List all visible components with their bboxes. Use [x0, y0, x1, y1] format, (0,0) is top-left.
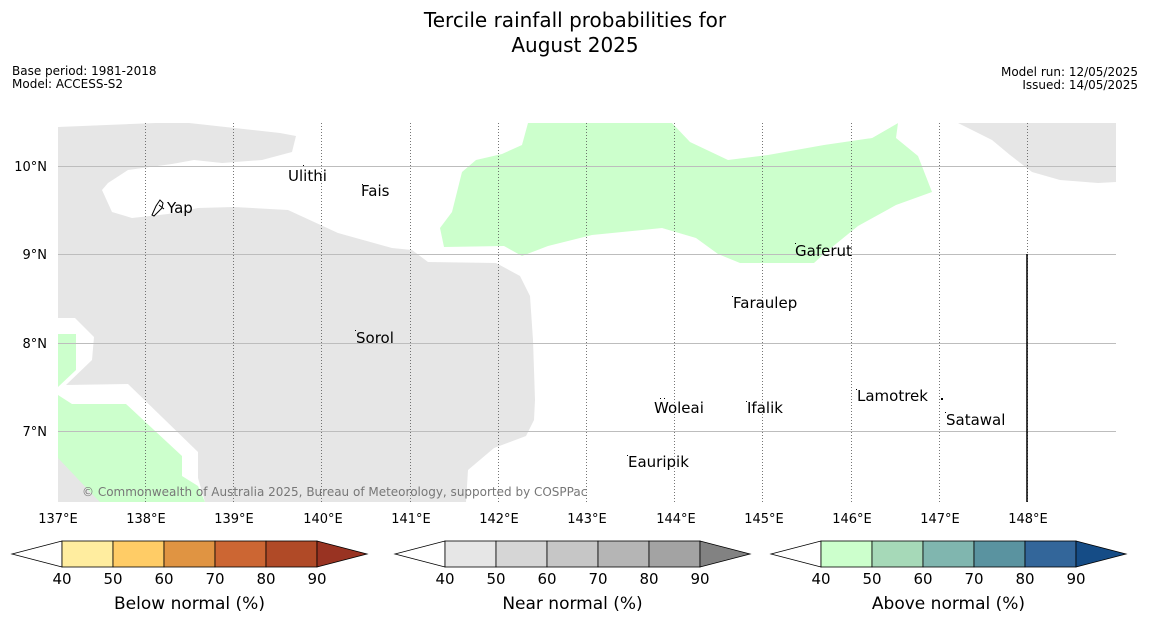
colorbar-near-label: Near normal (%)	[502, 594, 642, 614]
place-lamotrek: Lamotrek	[857, 387, 928, 405]
title-line-1: Tercile rainfall probabilities for	[423, 8, 727, 32]
lon-label-143e: 143°E	[567, 512, 607, 527]
colorbar-above-tick: 70	[964, 570, 983, 588]
lon-label-144e: 144°E	[656, 512, 696, 527]
colorbar-below-label: Below normal (%)	[114, 594, 265, 614]
lat-label-8n: 8°N	[23, 337, 48, 352]
colorbar-near-tick: 60	[537, 570, 556, 588]
model-run: Model run: 12/05/2025	[1000, 65, 1138, 79]
colorbar-near-segment	[597, 540, 650, 568]
place-ifalik: Ifalik	[747, 399, 783, 417]
colorbar-below-tick: 40	[52, 570, 71, 588]
colorbar-above-segment	[973, 540, 1026, 568]
colorbar-near-segment	[444, 540, 497, 568]
lat-label-10n: 10°N	[14, 160, 47, 175]
lon-label-142e: 142°E	[479, 512, 519, 527]
colorbar-above-tick: 40	[811, 570, 830, 588]
colorbar-below-tick: 60	[154, 570, 173, 588]
colorbar-above-segment	[871, 540, 924, 568]
place-woleai: Woleai	[654, 399, 704, 417]
colorbar-below-tick: 80	[256, 570, 275, 588]
lat-label-7n: 7°N	[23, 425, 48, 440]
lat-label-9n: 9°N	[23, 248, 48, 263]
colorbar-below-segment	[61, 540, 114, 568]
colorbar-near-tick: 70	[588, 570, 607, 588]
colorbar-above-label: Above normal (%)	[872, 594, 1025, 614]
colorbar-above-low-extend	[769, 540, 822, 568]
lon-label-147e: 147°E	[920, 512, 960, 527]
colorbar-near: 40 50 60 70 80 90 Near normal (%)	[393, 540, 752, 614]
colorbar-above-tick: 90	[1066, 570, 1085, 588]
title-line-2: August 2025	[511, 33, 639, 57]
above-normal-region-s	[58, 395, 205, 502]
colorbar-near-tick: 80	[639, 570, 658, 588]
lon-label-146e: 146°E	[832, 512, 872, 527]
colorbar-below-tick: 50	[103, 570, 122, 588]
above-normal-region-n	[440, 123, 932, 263]
colorbar-below-segment	[265, 540, 318, 568]
colorbar-below-segment	[214, 540, 267, 568]
place-eauripik: Eauripik	[628, 453, 689, 471]
yap-island	[151, 199, 165, 217]
lon-label-145e: 145°E	[744, 512, 784, 527]
island-dots	[303, 165, 946, 456]
green-notch	[810, 123, 898, 141]
colorbar-below-high-extend	[316, 540, 369, 568]
colorbar-above-segment	[1024, 540, 1077, 568]
colorbar-near-tick: 40	[435, 570, 454, 588]
near-normal-region-sw	[58, 458, 100, 502]
above-normal-region-sw	[58, 334, 76, 387]
colorbar-above-tick: 80	[1015, 570, 1034, 588]
near-normal-region	[58, 123, 535, 502]
map-title: Tercile rainfall probabilities for Augus…	[0, 8, 1150, 58]
colorbar-below-segment	[163, 540, 216, 568]
meta-left: Base period: 1981-2018 Model: ACCESS-S2	[12, 65, 157, 91]
lon-label-148e: 148°E	[1008, 512, 1048, 527]
lon-label-141e: 141°E	[391, 512, 431, 527]
colorbar-legends: 40 50 60 70 80 90 Below normal (%) 40 50 60 70 80 90…	[10, 540, 1128, 614]
colorbar-above-segment	[820, 540, 873, 568]
model-name: Model: ACCESS-S2	[12, 77, 124, 91]
lon-label-138e: 138°E	[126, 512, 166, 527]
colorbar-above-high-extend	[1075, 540, 1128, 568]
lon-label-137e: 137°E	[38, 512, 78, 527]
colorbar-below-tick: 70	[205, 570, 224, 588]
issued-date: Issued: 14/05/2025	[1022, 78, 1138, 92]
colorbar-near-tick: 50	[486, 570, 505, 588]
meta-right: Model run: 12/05/2025 Issued: 14/05/2025	[1001, 66, 1138, 92]
place-sorol: Sorol	[356, 329, 394, 347]
colorbar-below-segment	[112, 540, 165, 568]
map-area: Yap Ulithi Fais Gaferut Faraulep Sorol W…	[58, 123, 1116, 502]
colorbar-above-segment	[922, 540, 975, 568]
colorbar-below-tick: 90	[307, 570, 326, 588]
place-ulithi: Ulithi	[288, 167, 327, 185]
colorbar-near-tick: 90	[690, 570, 709, 588]
latitude-gridlines	[58, 166, 1116, 432]
base-period: Base period: 1981-2018	[12, 64, 157, 78]
place-yap: Yap	[166, 199, 193, 217]
copyright-text: © Commonwealth of Australia 2025, Bureau…	[82, 485, 587, 499]
place-satawal: Satawal	[946, 411, 1005, 429]
lon-label-139e: 139°E	[214, 512, 254, 527]
colorbar-above-tick: 60	[913, 570, 932, 588]
colorbar-above-tick: 50	[862, 570, 881, 588]
lon-label-140e: 140°E	[303, 512, 343, 527]
colorbar-near-high-extend	[699, 540, 752, 568]
colorbar-near-low-extend	[393, 540, 446, 568]
place-gaferut: Gaferut	[795, 242, 852, 260]
colorbar-near-segment	[495, 540, 548, 568]
colorbar-below: 40 50 60 70 80 90 Below normal (%)	[10, 540, 369, 614]
colorbar-near-segment	[546, 540, 599, 568]
colorbar-near-segment	[648, 540, 701, 568]
place-fais: Fais	[361, 182, 390, 200]
near-normal-region-ne	[958, 123, 1116, 183]
colorbar-above: 40 50 60 70 80 90 Above normal (%)	[769, 540, 1128, 614]
colorbar-below-low-extend	[10, 540, 63, 568]
place-faraulep: Faraulep	[733, 294, 797, 312]
